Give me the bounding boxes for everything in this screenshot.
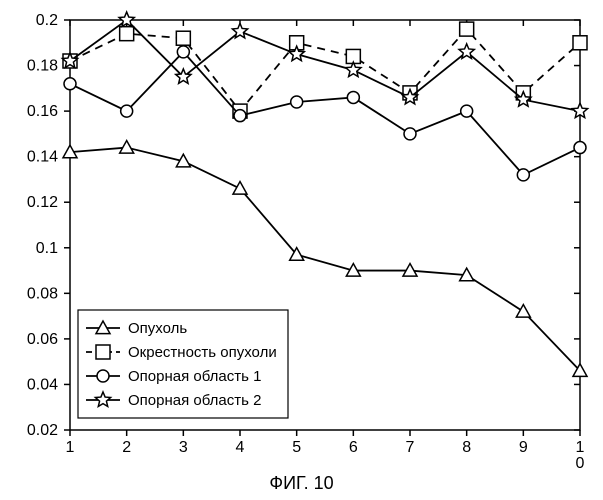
x-tick-label: 7 — [406, 439, 415, 456]
x-tick-label: 0 — [576, 455, 585, 470]
square-marker — [573, 36, 587, 50]
y-tick-label: 0.2 — [36, 12, 58, 29]
y-tick-label: 0.1 — [36, 240, 58, 257]
square-marker — [96, 345, 110, 359]
y-tick-label: 0.14 — [27, 149, 58, 166]
series — [64, 46, 586, 181]
star-marker — [346, 62, 361, 76]
triangle-marker — [120, 141, 134, 154]
x-tick-label: 6 — [349, 439, 358, 456]
x-tick-label: 3 — [179, 439, 188, 456]
triangle-marker — [233, 182, 247, 195]
y-tick-label: 0.16 — [27, 103, 58, 120]
circle-marker — [461, 105, 473, 117]
series — [63, 22, 587, 118]
circle-marker — [404, 128, 416, 140]
square-marker — [120, 27, 134, 41]
circle-marker — [574, 142, 586, 154]
y-tick-label: 0.06 — [27, 331, 58, 348]
x-tick-label: 9 — [519, 439, 528, 456]
x-tick-label: 4 — [236, 439, 245, 456]
x-tick-label: 8 — [462, 439, 471, 456]
circle-marker — [234, 110, 246, 122]
circle-marker — [517, 169, 529, 181]
star-marker — [572, 103, 587, 117]
y-tick-label: 0.02 — [27, 422, 58, 439]
legend-label: Опорная область 1 — [128, 368, 261, 385]
x-tick-label: 1 — [576, 439, 585, 456]
legend-label: Опорная область 2 — [128, 392, 261, 409]
square-marker — [460, 22, 474, 36]
series-line — [70, 20, 580, 111]
legend: Опухоль Окрестность опухоли Опорная област… — [78, 310, 288, 418]
y-tick-label: 0.12 — [27, 194, 58, 211]
x-tick-label: 1 — [66, 439, 75, 456]
triangle-marker — [516, 305, 530, 318]
y-tick-label: 0.18 — [27, 58, 58, 75]
circle-marker — [347, 91, 359, 103]
y-tick-label: 0.08 — [27, 285, 58, 302]
circle-marker — [291, 96, 303, 108]
circle-marker — [64, 78, 76, 90]
circle-marker — [121, 105, 133, 117]
legend-label: Окрестность опухоли — [128, 344, 277, 361]
circle-marker — [97, 370, 109, 382]
x-tick-label: 5 — [292, 439, 301, 456]
series-line — [70, 29, 580, 111]
x-tick-label: 2 — [122, 439, 131, 456]
legend-label: Опухоль — [128, 320, 187, 337]
series — [62, 12, 587, 118]
y-tick-label: 0.04 — [27, 376, 58, 393]
square-marker — [176, 31, 190, 45]
figure-caption: ФИГ. 10 — [0, 473, 603, 494]
circle-marker — [177, 46, 189, 58]
